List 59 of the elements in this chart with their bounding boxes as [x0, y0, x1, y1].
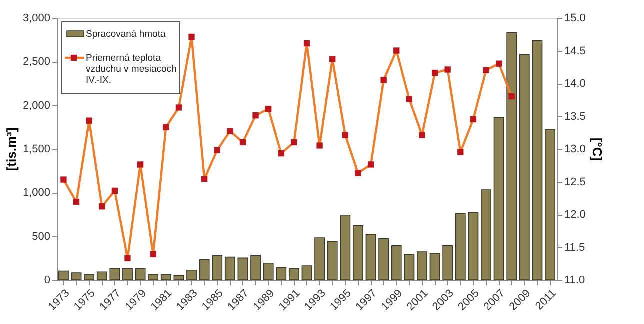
- bar: [174, 275, 184, 280]
- y2-tick-label: 15.0: [564, 12, 586, 24]
- bar: [468, 212, 479, 280]
- bar: [276, 267, 287, 280]
- bar: [263, 263, 274, 280]
- bar: [481, 190, 492, 280]
- bar: [366, 234, 376, 280]
- y-tick-label: 1,000: [22, 187, 50, 200]
- legend-label: Priemerná teplota vzduchu v mesiacoch IV.-IX.: [86, 53, 177, 86]
- bar: [417, 252, 428, 280]
- bar: [96, 272, 108, 280]
- y-axis-title: [tis.m³]: [4, 128, 19, 172]
- bar: [84, 274, 95, 280]
- y2-tick-label: 14.5: [564, 45, 586, 58]
- bar: [327, 241, 338, 280]
- bar: [199, 260, 210, 280]
- bar: [506, 32, 518, 280]
- bar: [494, 117, 504, 280]
- bar: [110, 268, 120, 280]
- bar: [224, 256, 236, 280]
- bar: [58, 270, 69, 280]
- bar: [519, 54, 530, 280]
- bar: [148, 274, 159, 280]
- legend-label: Spracovaná hmota: [86, 29, 166, 40]
- bar: [378, 238, 390, 280]
- bar: [250, 255, 261, 280]
- y2-tick-label: 14.0: [564, 78, 586, 90]
- y2-tick-label: 11.5: [564, 242, 586, 254]
- bar: [302, 266, 312, 280]
- bar: [545, 129, 556, 280]
- y-tick-label: 0: [44, 274, 50, 286]
- bar: [212, 255, 223, 280]
- bar: [404, 254, 415, 280]
- bar: [160, 274, 172, 280]
- bar: [442, 246, 454, 280]
- bar: [340, 214, 351, 280]
- bar: [238, 258, 248, 280]
- bar: [455, 213, 466, 280]
- y2-tick-label: 11.0: [564, 274, 586, 286]
- y-tick-label: 2,500: [22, 56, 50, 68]
- bar: [71, 272, 82, 280]
- bar: [186, 270, 197, 280]
- y-tick-label: 1,500: [22, 144, 50, 156]
- bar: [391, 246, 402, 280]
- bar: [122, 268, 133, 280]
- y-tick-label: 3,000: [22, 12, 50, 24]
- y-tick-label: 500: [32, 230, 50, 243]
- y2-tick-label: 13.0: [564, 144, 586, 156]
- bar: [532, 40, 543, 280]
- y2-tick-label: 12.0: [564, 209, 586, 221]
- bar: [314, 238, 326, 280]
- y2-tick-label: 13.5: [564, 110, 586, 123]
- bar: [353, 225, 364, 280]
- bar: [135, 268, 146, 280]
- bar: [430, 253, 440, 280]
- y-tick-label: 2,000: [22, 100, 50, 112]
- y2-tick-label: 12.5: [564, 176, 586, 188]
- bar: [288, 268, 300, 280]
- y2-axis-title: [°C]: [590, 138, 605, 162]
